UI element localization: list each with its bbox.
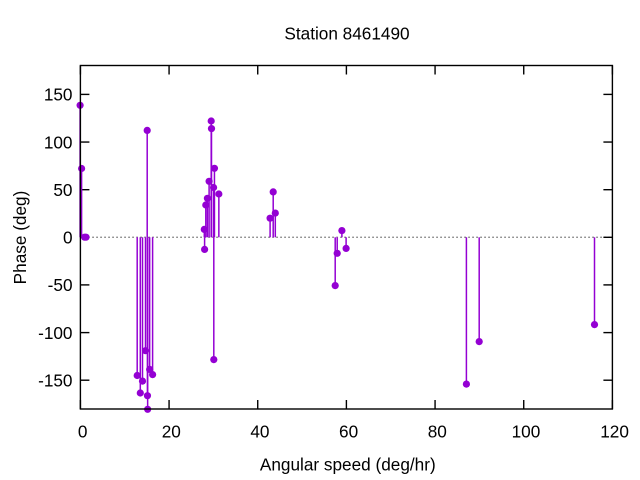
svg-text:20: 20 bbox=[162, 422, 181, 442]
svg-text:-50: -50 bbox=[48, 275, 73, 295]
svg-text:150: 150 bbox=[44, 85, 73, 105]
svg-text:40: 40 bbox=[250, 422, 269, 442]
svg-text:Station 8461490: Station 8461490 bbox=[284, 23, 409, 43]
svg-text:0: 0 bbox=[63, 228, 73, 248]
svg-text:0: 0 bbox=[78, 422, 88, 442]
svg-text:Phase (deg): Phase (deg) bbox=[10, 191, 30, 285]
svg-text:120: 120 bbox=[600, 422, 629, 442]
svg-text:100: 100 bbox=[512, 422, 541, 442]
svg-text:100: 100 bbox=[44, 132, 73, 152]
svg-text:-100: -100 bbox=[38, 323, 72, 343]
svg-text:Angular speed (deg/hr): Angular speed (deg/hr) bbox=[260, 454, 436, 474]
svg-text:50: 50 bbox=[53, 180, 72, 200]
svg-text:60: 60 bbox=[339, 422, 358, 442]
svg-text:80: 80 bbox=[428, 422, 447, 442]
svg-text:-150: -150 bbox=[38, 370, 72, 390]
